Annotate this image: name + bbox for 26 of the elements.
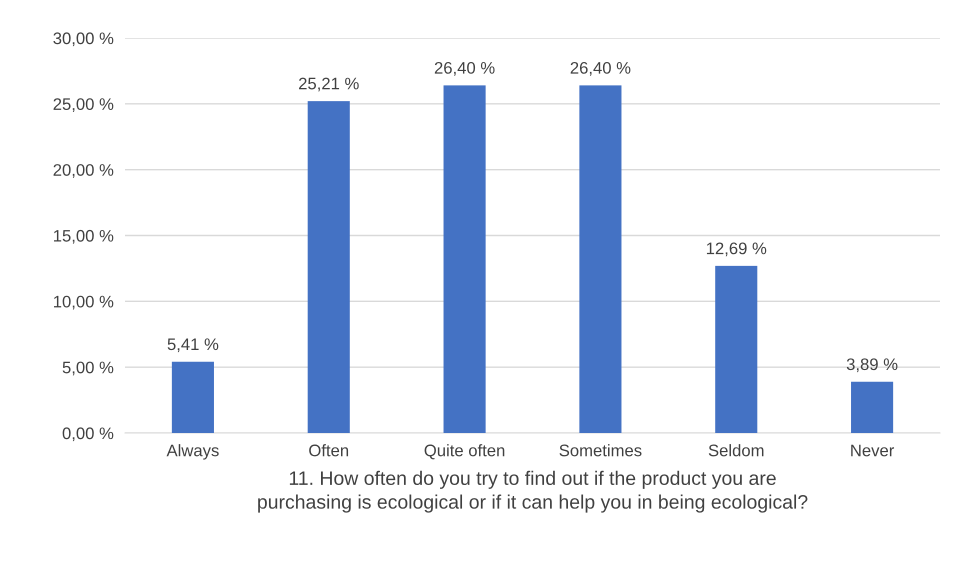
- bar: [851, 382, 894, 433]
- data-label: 25,21 %: [299, 78, 359, 92]
- bar: [172, 362, 214, 433]
- y-tick-label: 30,00 %: [53, 32, 114, 46]
- y-tick-label: 15,00 %: [54, 230, 114, 244]
- x-tick-label: Quite often: [424, 444, 504, 460]
- bar: [715, 266, 758, 433]
- y-tick-label: 25,00 %: [54, 98, 114, 112]
- y-tick-label: 10,00 %: [54, 296, 114, 310]
- x-axis-title: 11. How often do you try to find out if the product you are purchasing is ecological or if it can help you in being ecological?: [258, 470, 808, 513]
- x-tick-label: Seldom: [708, 444, 764, 456]
- data-label: 26,40 %: [434, 62, 495, 76]
- bar: [308, 101, 350, 433]
- bar: [579, 85, 622, 433]
- y-tick-label: 20,00 %: [54, 164, 114, 178]
- data-label: 5,41 %: [168, 338, 218, 352]
- y-tick-label: 5,00 %: [62, 362, 114, 376]
- data-label: 26,40 %: [570, 62, 630, 76]
- x-tick-label: Never: [851, 444, 894, 456]
- y-tick-label: 0,00 %: [62, 427, 114, 442]
- bar: [444, 85, 486, 433]
- data-label: 12,69 %: [706, 242, 766, 256]
- x-tick-label: Always: [166, 444, 219, 460]
- x-tick-label: Sometimes: [559, 444, 642, 456]
- data-label: 3,89 %: [846, 358, 898, 372]
- x-tick-label: Often: [309, 444, 348, 456]
